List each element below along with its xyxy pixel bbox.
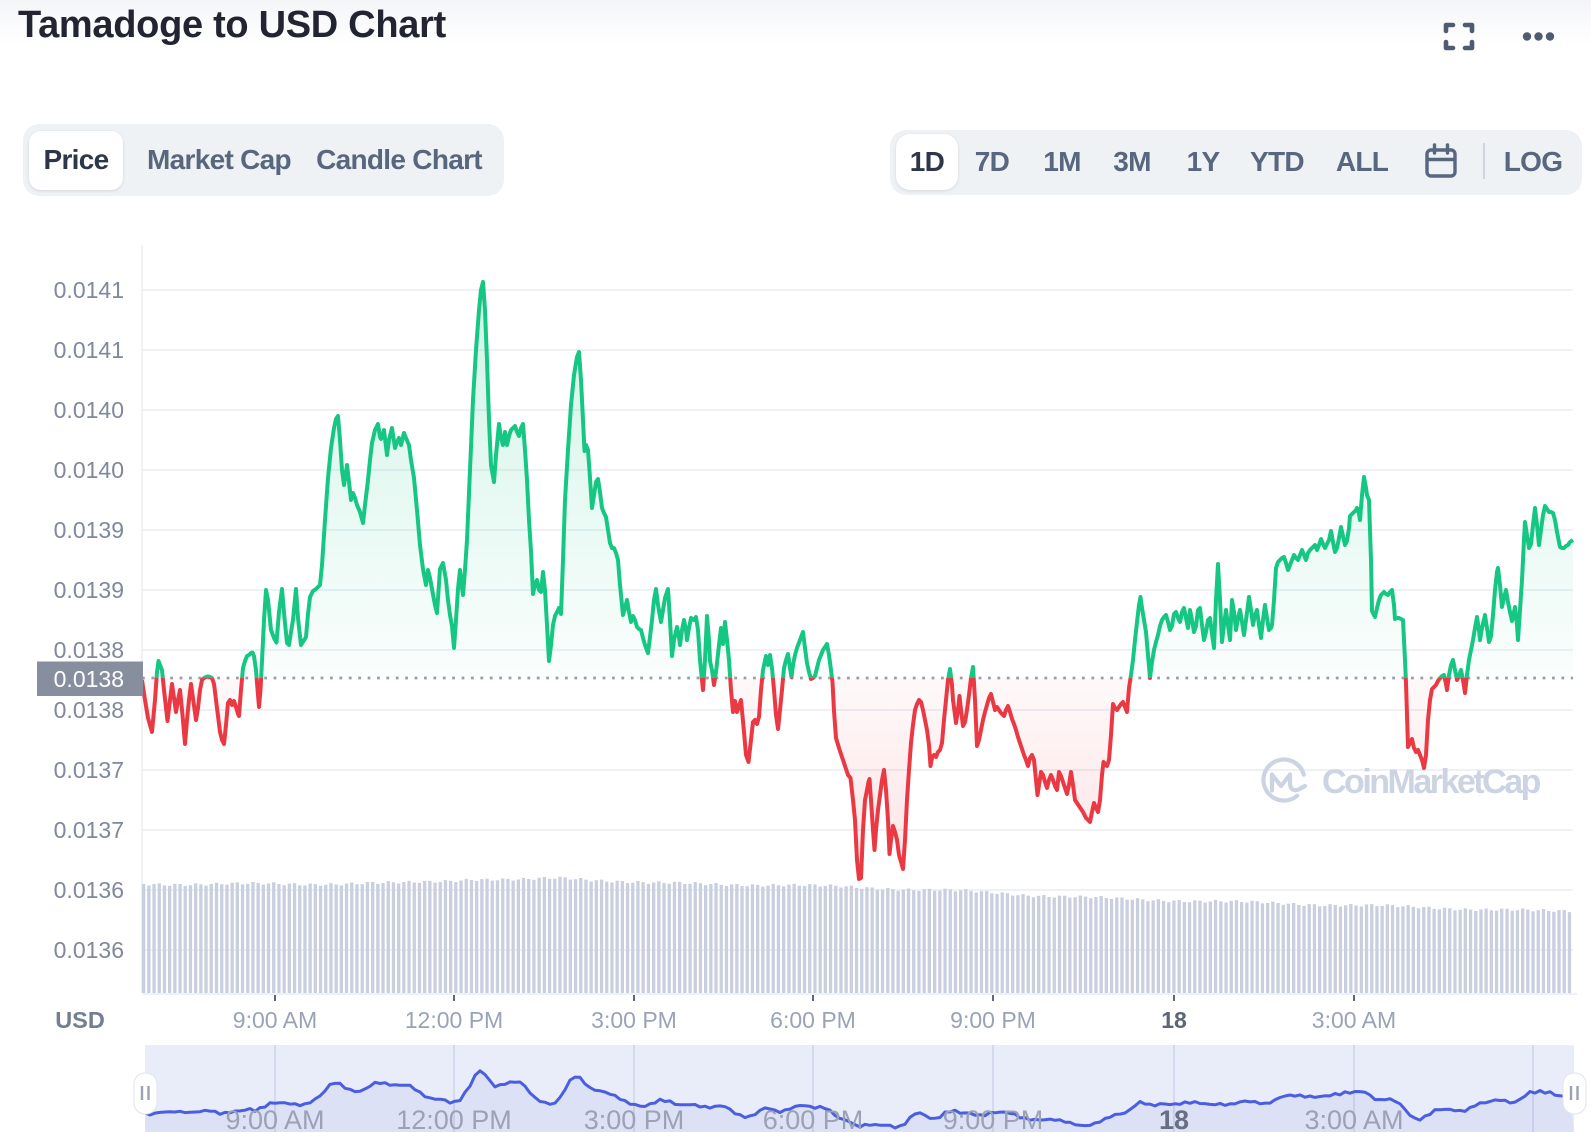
svg-text:0.0138: 0.0138: [54, 637, 124, 663]
svg-text:3:00 AM: 3:00 AM: [1312, 1007, 1396, 1033]
svg-text:0.0141: 0.0141: [54, 337, 124, 363]
svg-text:USD: USD: [55, 1007, 105, 1033]
svg-text:18: 18: [1161, 1007, 1187, 1033]
svg-text:12:00 PM: 12:00 PM: [396, 1105, 512, 1132]
svg-text:3:00 PM: 3:00 PM: [584, 1105, 685, 1132]
svg-text:18: 18: [1159, 1105, 1189, 1132]
svg-text:9:00 PM: 9:00 PM: [950, 1007, 1036, 1033]
svg-text:0.0140: 0.0140: [54, 457, 124, 483]
svg-text:6:00 PM: 6:00 PM: [770, 1007, 856, 1033]
svg-text:0.0141: 0.0141: [54, 277, 124, 303]
svg-text:9:00 AM: 9:00 AM: [225, 1105, 324, 1132]
svg-text:3:00 PM: 3:00 PM: [591, 1007, 677, 1033]
svg-text:0.0136: 0.0136: [54, 937, 124, 963]
svg-text:0.0139: 0.0139: [54, 577, 124, 603]
svg-text:12:00 PM: 12:00 PM: [405, 1007, 503, 1033]
svg-text:0.0137: 0.0137: [54, 817, 124, 843]
svg-text:0.0139: 0.0139: [54, 517, 124, 543]
svg-text:0.0137: 0.0137: [54, 757, 124, 783]
svg-text:9:00 AM: 9:00 AM: [233, 1007, 317, 1033]
svg-text:CoinMarketCap: CoinMarketCap: [1322, 763, 1541, 801]
svg-text:0.0136: 0.0136: [54, 877, 124, 903]
svg-text:3:00 AM: 3:00 AM: [1304, 1105, 1403, 1132]
svg-text:6:00 PM: 6:00 PM: [763, 1105, 864, 1132]
svg-text:0.0140: 0.0140: [54, 397, 124, 423]
svg-text:9:00 PM: 9:00 PM: [943, 1105, 1044, 1132]
svg-text:0.0138: 0.0138: [54, 666, 124, 692]
svg-text:0.0138: 0.0138: [54, 697, 124, 723]
